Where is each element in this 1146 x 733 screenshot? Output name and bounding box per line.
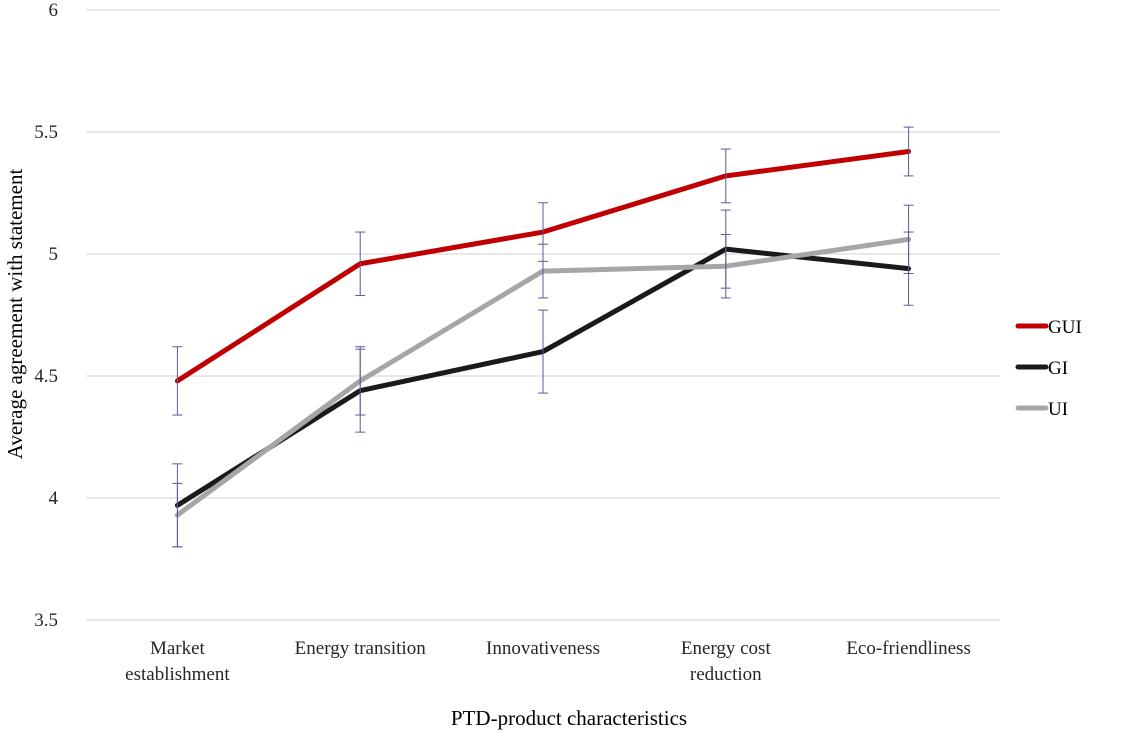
error-bar-ui (538, 243, 548, 299)
error-bar-ui (355, 346, 366, 416)
y-tick-label: 5 (49, 244, 59, 265)
error-bar-ui (720, 233, 731, 299)
error-bar-gui (903, 126, 914, 177)
legend: GUI GI UI (1015, 317, 1082, 420)
legend-label: GI (1048, 358, 1068, 379)
x-tick-label: Energy cost reduction (681, 638, 772, 685)
error-bar-gi (538, 309, 548, 394)
error-bar-gui (720, 148, 731, 204)
x-axis-tick-labels: Market establishment Energy transition Inno… (125, 638, 971, 685)
error-bar-gui (172, 346, 183, 416)
legend-item-gui: GUI (1015, 317, 1082, 338)
error-bars (172, 126, 914, 548)
legend-label: GUI (1048, 317, 1082, 338)
error-bar-ui (903, 204, 914, 275)
y-tick-label: 3.5 (34, 610, 58, 631)
x-tick-label: Energy transition (295, 638, 427, 659)
error-bar-gui (355, 231, 366, 296)
x-tick-label: Eco-friendliness (846, 638, 971, 659)
y-axis-tick-labels: 3.5 4 4.5 5 5.5 6 (34, 0, 58, 631)
legend-item-gi: GI (1015, 358, 1068, 379)
x-tick-label: Innovativeness (486, 638, 600, 659)
y-axis-title: Average agreement with statement (3, 169, 27, 460)
x-tick-label: Market establishment (125, 638, 230, 685)
y-tick-label: 6 (49, 0, 59, 21)
x-axis-title: PTD-product characteristics (451, 706, 687, 730)
y-tick-label: 5.5 (34, 122, 58, 143)
error-bar-ui (172, 482, 183, 548)
y-tick-label: 4 (49, 488, 59, 509)
legend-label: UI (1048, 399, 1068, 420)
legend-item-ui: UI (1015, 399, 1068, 420)
y-tick-label: 4.5 (34, 366, 58, 387)
